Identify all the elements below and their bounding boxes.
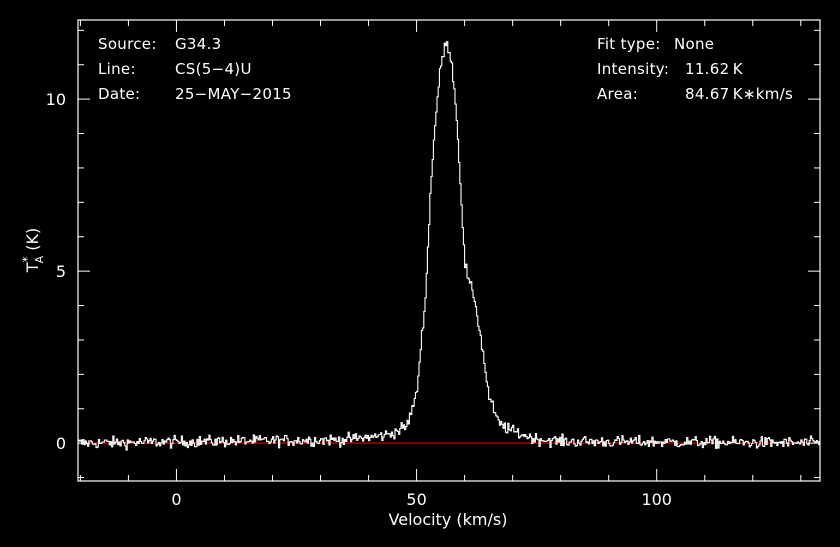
x-axis-label: Velocity (km/s) <box>389 510 508 529</box>
svg-text:T*A (K): T*A (K) <box>20 228 46 273</box>
y-axis-label-superscript: * <box>20 256 34 262</box>
fit-type-label: Fit type: <box>597 35 661 53</box>
y-axis-label: T*A (K) <box>20 228 46 273</box>
x-tick-label: 100 <box>641 490 672 509</box>
area-value: 84.67 K∗km/s <box>685 85 794 103</box>
ticks-layer: 0 50 100 0 5 10 <box>46 20 820 509</box>
x-tick-label: 0 <box>171 490 181 509</box>
fit-type-value: None <box>674 35 715 53</box>
y-axis-label-unit: (K) <box>23 228 42 256</box>
line-label: Line: <box>98 60 136 78</box>
y-axis-label-main: T <box>23 262 42 273</box>
intensity-label: Intensity: <box>597 60 670 78</box>
date-label: Date: <box>98 85 141 103</box>
source-value: G34.3 <box>175 35 222 53</box>
spectrum-layer <box>78 41 820 451</box>
spectrum-line <box>78 41 820 451</box>
y-tick-label: 10 <box>46 90 66 109</box>
y-tick-label: 0 <box>56 434 66 453</box>
line-value: CS(5−4)U <box>175 60 252 78</box>
y-axis-label-subscript: A <box>33 255 46 263</box>
source-label: Source: <box>98 35 157 53</box>
area-label: Area: <box>597 85 639 103</box>
y-tick-label: 5 <box>56 262 66 281</box>
plot-frame <box>77 19 821 482</box>
x-tick-label: 50 <box>406 490 426 509</box>
intensity-value: 11.62 K <box>685 60 743 78</box>
date-value: 25−MAY−2015 <box>175 85 292 103</box>
